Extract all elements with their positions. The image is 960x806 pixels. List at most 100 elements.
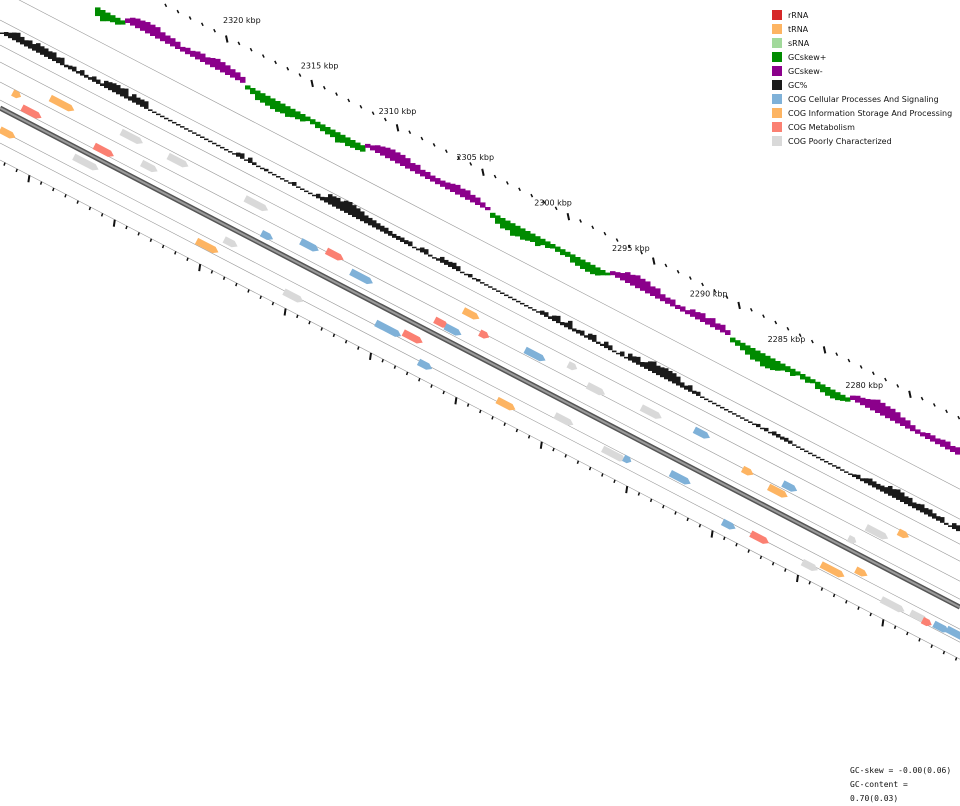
gc-content-bar bbox=[296, 186, 301, 188]
gc-skew-negative-bar bbox=[400, 154, 406, 166]
gene-shape bbox=[668, 470, 691, 485]
gc-content-bar bbox=[512, 298, 517, 301]
minor-tick bbox=[640, 250, 643, 255]
gc-skew-negative-bar bbox=[390, 149, 396, 161]
gc-skew-negative-bar bbox=[630, 274, 636, 286]
gc-content-bar bbox=[276, 176, 281, 178]
gc-skew-stat: GC-skew = -0.00(0.06) bbox=[850, 766, 952, 775]
minor-tick bbox=[100, 213, 104, 217]
major-tick bbox=[710, 530, 714, 538]
gc-skew-positive-bar bbox=[530, 233, 536, 242]
gc-content-bar bbox=[500, 292, 505, 294]
gene-arrow bbox=[433, 316, 449, 328]
gc-content-bar bbox=[92, 76, 97, 82]
gc-content-bar bbox=[8, 32, 13, 39]
gc-skew-positive-bar bbox=[795, 371, 801, 376]
gc-content-bar bbox=[44, 48, 49, 57]
gc-content-bar bbox=[564, 322, 569, 328]
gc-skew-positive-bar bbox=[325, 127, 331, 135]
gc-skew-positive-bar bbox=[605, 272, 611, 276]
gc-content-bar bbox=[900, 492, 905, 502]
gc-content-bar bbox=[148, 109, 153, 111]
scale-label: 2285 kbp bbox=[768, 335, 806, 344]
gc-skew-positive-bar bbox=[590, 264, 596, 275]
gc-skew-negative-bar bbox=[220, 62, 226, 73]
guide-line bbox=[0, 44, 960, 545]
minor-tick bbox=[174, 251, 177, 255]
gc-content-bar bbox=[136, 97, 141, 105]
minor-tick bbox=[957, 415, 960, 420]
scale-labels: 2320 kbp 2315 kbp 2310 kbp 2305 kbp 2300 kbp… bbox=[223, 16, 883, 390]
gc-content-bar bbox=[300, 188, 305, 190]
minor-tick bbox=[125, 225, 128, 230]
gene-shape bbox=[846, 535, 857, 544]
minor-tick bbox=[906, 631, 909, 636]
gc-content-bar bbox=[716, 404, 721, 407]
minor-tick bbox=[884, 377, 887, 382]
gc-content-bar bbox=[700, 396, 705, 398]
gc-content-bar bbox=[720, 406, 725, 409]
minor-tick bbox=[210, 270, 214, 274]
gc-skew-positive-bar bbox=[825, 387, 831, 396]
gc-skew-negative-bar bbox=[165, 35, 171, 44]
gc-content-bar bbox=[72, 66, 77, 72]
minor-tick bbox=[76, 200, 79, 204]
minor-tick bbox=[932, 403, 936, 407]
gc-skew-positive-bar bbox=[790, 368, 796, 376]
gc-content-stat: GC-content = 0.70(0.03) bbox=[850, 780, 908, 803]
gc-content-bar bbox=[400, 237, 405, 242]
gc-content-bar bbox=[284, 180, 289, 182]
minor-tick bbox=[479, 409, 482, 414]
gc-content-bar bbox=[144, 101, 149, 109]
gc-content-bar bbox=[752, 423, 757, 426]
gc-content-bar bbox=[832, 465, 837, 467]
minor-tick bbox=[213, 28, 216, 33]
gene-arrow bbox=[349, 268, 373, 285]
gene-shape bbox=[781, 480, 798, 492]
gc-content-bar bbox=[60, 57, 65, 66]
gene-arrow bbox=[416, 358, 433, 370]
minor-tick bbox=[344, 339, 348, 344]
gene-arrow bbox=[166, 152, 189, 168]
gene-arrow bbox=[259, 230, 274, 241]
gc-content-bar bbox=[484, 284, 489, 286]
gc-skew-negative-bar bbox=[675, 304, 681, 309]
gc-content-bar bbox=[888, 485, 893, 496]
gc-skew-positive-bar bbox=[785, 366, 791, 373]
gene-arrow bbox=[622, 454, 632, 464]
gc-skew-positive-bar bbox=[820, 384, 826, 393]
gc-content-bar bbox=[268, 171, 273, 174]
major-tick bbox=[822, 346, 827, 354]
scale-label: 2310 kbp bbox=[379, 107, 417, 116]
guide-line bbox=[0, 81, 960, 582]
gc-skew-negative-bar bbox=[190, 50, 196, 57]
gc-skew-negative-bar bbox=[895, 412, 901, 424]
gc-skew-negative-bar bbox=[865, 398, 871, 408]
gc-skew-positive-bar bbox=[315, 121, 321, 129]
gc-content-bar bbox=[384, 227, 389, 234]
gc-skew-positive-bar bbox=[300, 114, 306, 122]
gc-content-bar bbox=[516, 300, 521, 303]
minor-tick bbox=[15, 168, 18, 173]
gene-shape bbox=[920, 617, 932, 627]
gc-content-bar bbox=[84, 74, 89, 78]
gc-content-bar bbox=[404, 240, 409, 245]
gc-skew-negative-bar bbox=[425, 171, 431, 179]
gene-shape bbox=[932, 620, 949, 633]
gc-skew-positive-bar bbox=[100, 10, 106, 22]
gc-content-bar bbox=[252, 162, 257, 166]
minor-tick bbox=[713, 288, 717, 293]
gc-skew-positive-bar bbox=[305, 116, 311, 122]
gene-shape bbox=[282, 288, 304, 303]
gene-arrow bbox=[749, 530, 770, 544]
gene-arrow bbox=[282, 288, 304, 303]
gc-skew-negative-bar bbox=[450, 183, 456, 192]
minor-tick bbox=[527, 435, 531, 439]
gc-skew-positive-bar bbox=[255, 90, 261, 101]
gene-shape bbox=[945, 625, 960, 643]
legend-label: COG Metabolism bbox=[788, 122, 855, 132]
legend-swatch bbox=[772, 136, 782, 146]
gc-content-bar bbox=[956, 525, 960, 532]
gene-arrow bbox=[243, 195, 269, 212]
gc-content-bar bbox=[392, 233, 397, 238]
